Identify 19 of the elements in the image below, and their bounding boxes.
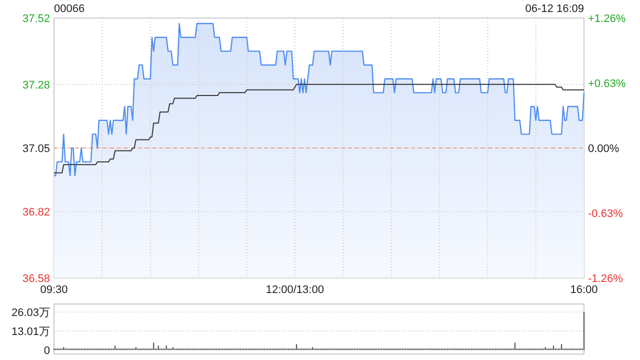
y-tick-label: 13.01万 — [11, 326, 50, 338]
y-tick-label: 0 — [44, 345, 50, 357]
y-tick-label: 37.05 — [22, 143, 50, 155]
x-tick-label: 09:30 — [40, 284, 68, 296]
chart-title: 00066 — [54, 3, 85, 15]
y2-tick-label: -1.26% — [588, 273, 624, 285]
y2-tick-label: -0.63% — [588, 208, 624, 220]
x-tick-label: 16:00 — [570, 284, 598, 296]
y-tick-label: 36.82 — [22, 206, 50, 219]
chart-subtitle: 06-12 16:09 — [525, 3, 584, 15]
y2-tick-label: 0.00% — [588, 143, 620, 155]
y-tick-label: 37.28 — [22, 79, 50, 92]
y-tick-label: 37.52 — [22, 13, 50, 25]
line-series — [54, 84, 584, 174]
y2-tick-label: +0.63% — [588, 78, 626, 90]
x-tick-label: 12:00/13:00 — [266, 284, 324, 296]
y-tick-label: 36.58 — [22, 273, 50, 285]
y-tick-label: 26.03万 — [11, 307, 50, 319]
y2-tick-label: +1.26% — [588, 13, 626, 25]
